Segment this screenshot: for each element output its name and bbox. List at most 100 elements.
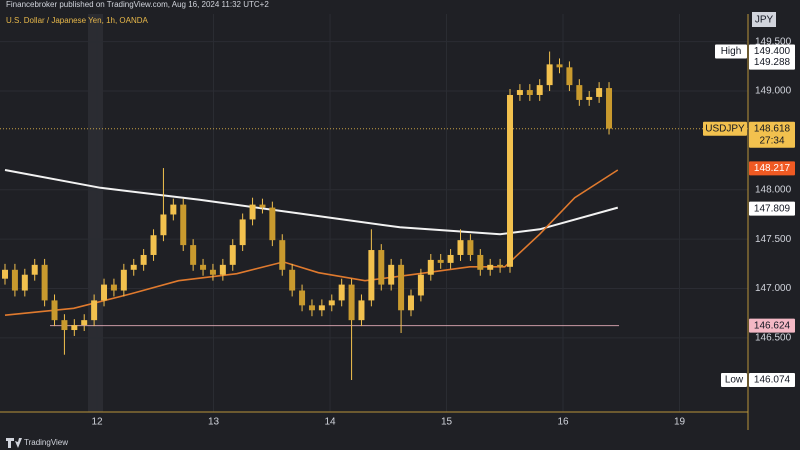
x-tick-label: 13 bbox=[208, 417, 220, 428]
candle-body bbox=[308, 305, 315, 311]
price-marker-label: 148.618 bbox=[754, 123, 791, 134]
candle-body bbox=[11, 269, 18, 291]
x-tick-label: 19 bbox=[674, 417, 686, 428]
candle-body bbox=[358, 300, 365, 321]
candle-body bbox=[180, 204, 187, 246]
price-marker-note: 27:34 bbox=[759, 135, 784, 146]
price-marker-box bbox=[749, 161, 795, 176]
candle-body bbox=[348, 284, 355, 321]
y-tick-label: 147.500 bbox=[755, 234, 792, 245]
candle-body bbox=[160, 214, 167, 236]
price-marker-box bbox=[749, 201, 795, 216]
candle-body bbox=[91, 300, 98, 321]
candle-body bbox=[110, 284, 117, 291]
y-tick-label: 148.000 bbox=[755, 184, 792, 195]
price-marker-label: 149.400 bbox=[754, 46, 791, 57]
chart-title: U.S. Dollar / Japanese Yen, 1h, OANDA bbox=[6, 16, 149, 25]
price-marker-box bbox=[749, 318, 795, 333]
candle-body bbox=[299, 290, 306, 306]
candle-body bbox=[318, 305, 325, 311]
currency-box bbox=[752, 12, 776, 27]
candle-body bbox=[209, 269, 216, 275]
candle-body bbox=[289, 269, 296, 291]
y-tick-label: 149.000 bbox=[755, 86, 792, 97]
price-marker-tag: Low bbox=[725, 375, 744, 386]
candle-body bbox=[239, 219, 246, 246]
moving-average bbox=[4, 169, 619, 236]
candle-body bbox=[576, 85, 583, 100]
header: Financebroker published on TradingView.c… bbox=[6, 0, 269, 9]
candle-body bbox=[378, 250, 385, 285]
candle-body bbox=[447, 254, 454, 263]
price-marker-box bbox=[749, 121, 795, 148]
candle-body bbox=[388, 264, 395, 285]
candle-body bbox=[536, 85, 543, 95]
candle-body bbox=[487, 264, 494, 270]
candle-body bbox=[368, 250, 375, 301]
candle-body bbox=[556, 64, 563, 68]
candle-body bbox=[596, 88, 603, 97]
candle-body bbox=[219, 264, 226, 275]
candle-body bbox=[526, 90, 533, 95]
y-tick-label: 147.000 bbox=[755, 283, 792, 294]
candle-body bbox=[606, 88, 613, 129]
price-marker-box bbox=[749, 55, 795, 70]
price-marker-tag-box bbox=[703, 121, 747, 136]
grid bbox=[0, 14, 748, 412]
candle-body bbox=[200, 264, 207, 270]
candle-body bbox=[101, 284, 108, 301]
price-marker-tag-box bbox=[721, 373, 747, 388]
footer: TradingView bbox=[24, 438, 68, 447]
candle-body bbox=[170, 204, 177, 215]
candle-body bbox=[81, 320, 88, 326]
price-marker-tag-box bbox=[715, 44, 747, 59]
moving-average bbox=[4, 169, 619, 316]
plot bbox=[0, 51, 748, 381]
candle-body bbox=[586, 96, 593, 100]
candle-body bbox=[407, 295, 414, 311]
session-highlight bbox=[88, 14, 103, 412]
candle-body bbox=[457, 240, 464, 255]
candle-body bbox=[61, 320, 68, 331]
candle-body bbox=[566, 67, 573, 86]
candle-body bbox=[120, 269, 127, 291]
candle-body bbox=[497, 264, 504, 267]
price-marker-label: 146.074 bbox=[754, 375, 791, 386]
price-marker-box bbox=[749, 373, 795, 388]
candle-body bbox=[130, 264, 137, 270]
candle-body bbox=[259, 204, 266, 208]
price-marker-label: 148.217 bbox=[754, 163, 791, 174]
candle-body bbox=[190, 245, 197, 265]
x-tick-label: 14 bbox=[324, 417, 336, 428]
candle-body bbox=[398, 264, 405, 311]
candle-body bbox=[477, 254, 484, 270]
axes: 149.500 149.000 148.000 147.500 147.000 146.5… bbox=[91, 36, 795, 428]
candle-body bbox=[21, 274, 28, 291]
candle-body bbox=[427, 259, 434, 275]
candle-body bbox=[41, 264, 48, 301]
candle-body bbox=[31, 264, 38, 275]
price-marker-box bbox=[749, 44, 795, 59]
candle-body bbox=[51, 300, 58, 321]
x-tick-label: 16 bbox=[557, 417, 569, 428]
candle-body bbox=[2, 269, 9, 279]
candle-body bbox=[229, 245, 236, 265]
candle-body bbox=[140, 254, 147, 265]
currency: JPY bbox=[755, 15, 774, 26]
price-marker-label: 149.288 bbox=[754, 57, 791, 68]
y-tick-label: 149.500 bbox=[755, 36, 792, 47]
candle-body bbox=[437, 259, 444, 263]
candle-body bbox=[417, 274, 424, 296]
x-tick-label: 12 bbox=[91, 417, 103, 428]
candle-body bbox=[328, 300, 335, 306]
candle-body bbox=[150, 235, 157, 255]
candle-body bbox=[249, 204, 256, 220]
x-tick-label: 15 bbox=[441, 417, 453, 428]
price-marker-tag: High bbox=[721, 46, 742, 57]
candle-body bbox=[71, 325, 78, 331]
candle-body bbox=[516, 90, 523, 95]
price-marker-label: 147.809 bbox=[754, 203, 791, 214]
